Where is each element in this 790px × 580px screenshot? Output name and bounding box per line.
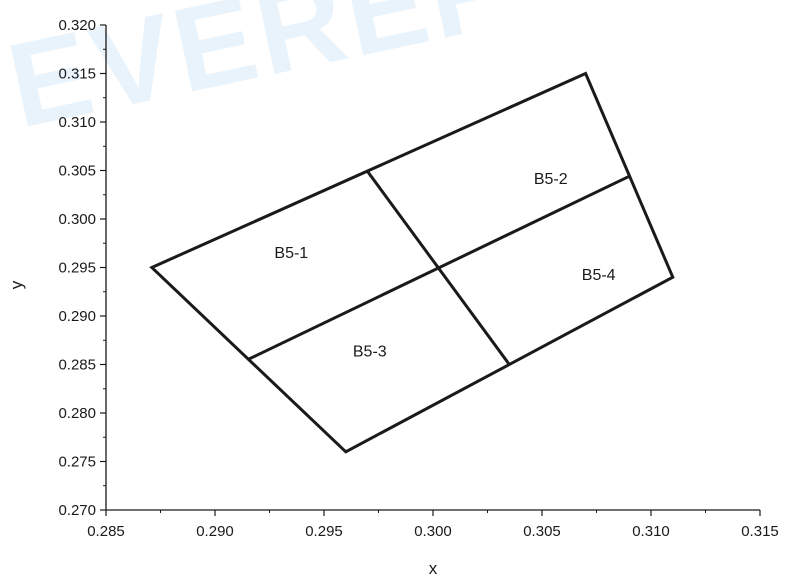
x-tick-label: 0.310 bbox=[632, 523, 670, 540]
x-tick-label: 0.295 bbox=[305, 523, 343, 540]
y-axis-title: y bbox=[7, 280, 26, 289]
y-tick-label: 0.305 bbox=[58, 163, 96, 180]
y-tick-label: 0.280 bbox=[58, 405, 96, 422]
y-tick-label: 0.285 bbox=[58, 357, 96, 374]
region-label: B5-2 bbox=[534, 171, 568, 188]
y-tick-label: 0.315 bbox=[58, 66, 96, 83]
x-tick-label: 0.315 bbox=[741, 523, 779, 540]
x-tick-label: 0.290 bbox=[196, 523, 234, 540]
x-axis-title: x bbox=[429, 559, 438, 578]
region-outline bbox=[149, 71, 675, 454]
x-tick-label: 0.300 bbox=[414, 523, 452, 540]
region-divider bbox=[247, 174, 630, 362]
y-tick-label: 0.295 bbox=[58, 260, 96, 277]
y-tick-label: 0.300 bbox=[58, 211, 96, 228]
y-tick-label: 0.320 bbox=[58, 17, 96, 34]
y-tick-label: 0.270 bbox=[58, 502, 96, 519]
plot-area: 0.285 0.290 0.295 0.300 0.305 0.310 0.315 0.270… bbox=[58, 17, 778, 540]
x-tick-label: 0.305 bbox=[523, 523, 561, 540]
x-tick-label: 0.285 bbox=[87, 523, 125, 540]
region-label: B5-1 bbox=[274, 245, 308, 262]
y-tick-label: 0.310 bbox=[58, 114, 96, 131]
y-tick-label: 0.290 bbox=[58, 308, 96, 325]
region-label: B5-4 bbox=[582, 267, 616, 284]
y-tick-label: 0.275 bbox=[58, 454, 96, 471]
region-label: B5-3 bbox=[353, 344, 387, 361]
